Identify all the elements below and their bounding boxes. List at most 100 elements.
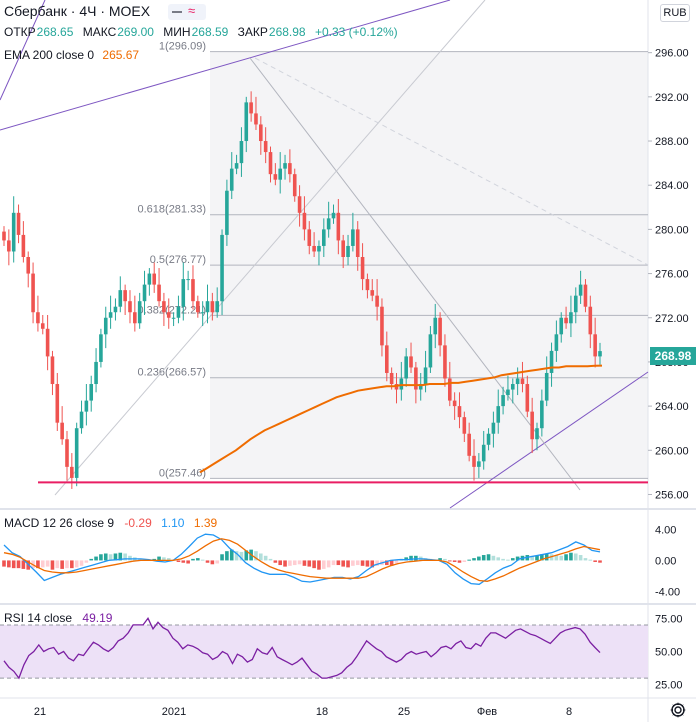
ema-200-line bbox=[199, 364, 603, 474]
candle-body bbox=[375, 295, 379, 307]
time-tick-label: 21 bbox=[34, 706, 46, 718]
macd-histogram-bar bbox=[70, 560, 74, 569]
macd-histogram-bar bbox=[45, 560, 50, 567]
low-label: МИН bbox=[163, 25, 191, 39]
visibility-toggle[interactable]: ≈ bbox=[168, 3, 207, 21]
macd-histogram-bar bbox=[292, 560, 297, 566]
macd-histogram-bar bbox=[113, 553, 118, 561]
macd-histogram-bar bbox=[540, 554, 544, 561]
candle-body bbox=[2, 231, 6, 241]
candle-body bbox=[16, 212, 21, 235]
macd-histogram-bar bbox=[365, 560, 370, 567]
candle-body bbox=[559, 317, 564, 335]
candle-body bbox=[457, 406, 462, 418]
macd-histogram-bar bbox=[447, 560, 452, 562]
candle-body bbox=[452, 400, 457, 407]
price-tick-label: 276.00 bbox=[655, 269, 689, 281]
macd-histogram-bar bbox=[60, 560, 64, 569]
macd-histogram-bar bbox=[84, 560, 89, 563]
candle-body bbox=[196, 301, 200, 313]
macd-histogram-bar bbox=[467, 559, 471, 561]
macd-histogram-bar bbox=[389, 560, 394, 566]
candle-body bbox=[443, 345, 447, 379]
macd-histogram-bar bbox=[510, 558, 515, 561]
candle-body bbox=[50, 356, 55, 385]
rsi-line bbox=[3, 617, 601, 680]
candle-body bbox=[312, 245, 316, 252]
price-tick-label: 280.00 bbox=[655, 224, 689, 236]
macd-histogram-bar bbox=[326, 560, 331, 568]
macd-legend[interactable]: MACD 12 26 close 9 -0.29 1.10 1.39 bbox=[4, 515, 217, 531]
currency-button[interactable]: RUB bbox=[660, 4, 690, 22]
candle-body bbox=[540, 400, 544, 429]
macd-histogram-bar bbox=[322, 560, 326, 569]
candle-body bbox=[288, 163, 292, 175]
macd-histogram-bar bbox=[36, 560, 40, 569]
candle-body bbox=[423, 367, 428, 385]
price-tick-label: 296.00 bbox=[655, 48, 689, 60]
gear-icon[interactable] bbox=[668, 700, 688, 720]
macd-histogram-bar bbox=[196, 558, 200, 561]
candle-body bbox=[477, 461, 481, 467]
candle-body bbox=[317, 245, 321, 252]
candle-body bbox=[89, 384, 94, 401]
macd-histogram-bar bbox=[7, 560, 11, 568]
candle-body bbox=[108, 312, 113, 318]
candle-body bbox=[569, 312, 573, 324]
candle-body bbox=[268, 152, 273, 175]
macd-histogram-bar bbox=[65, 560, 69, 569]
ema-legend[interactable]: EMA 200 close 0 265.67 bbox=[4, 47, 145, 63]
candle-body bbox=[501, 395, 505, 407]
candle-body bbox=[389, 372, 394, 385]
macd-histogram-bar bbox=[564, 554, 568, 561]
candle-body bbox=[278, 168, 282, 180]
macd-histogram-bar bbox=[94, 556, 98, 561]
diagonal-line bbox=[54, 0, 486, 496]
macd-histogram-bar bbox=[312, 560, 316, 569]
fib-level-label: 0(257.46) bbox=[159, 467, 206, 479]
macd-histogram-bar bbox=[11, 560, 16, 569]
macd-histogram-bar bbox=[152, 558, 157, 561]
ohlc-row: ОТКР268.65 МАКС269.00 МИН268.59 ЗАКР268.… bbox=[4, 24, 404, 40]
candle-body bbox=[578, 284, 583, 296]
candle-body bbox=[384, 345, 389, 373]
rsi-value: 49.19 bbox=[82, 611, 113, 625]
candle-body bbox=[123, 290, 127, 302]
price-tick-label: 260.00 bbox=[655, 445, 689, 457]
macd-histogram-bar bbox=[288, 560, 292, 566]
candle-body bbox=[510, 384, 515, 390]
macd-histogram-bar bbox=[593, 560, 597, 562]
candle-body bbox=[549, 350, 554, 373]
dashed-projection-line bbox=[254, 57, 649, 266]
candle-body bbox=[462, 417, 467, 434]
macd-histogram-bar bbox=[506, 559, 510, 561]
macd-histogram-bar bbox=[74, 560, 79, 568]
macd-histogram-bar bbox=[234, 551, 239, 561]
open-label: ОТКР bbox=[4, 25, 36, 39]
macd-histogram-bar bbox=[588, 559, 593, 561]
ema-label: EMA 200 close 0 bbox=[4, 48, 95, 62]
candle-body bbox=[234, 163, 239, 169]
candle-body bbox=[229, 168, 234, 191]
low-value: 268.59 bbox=[191, 25, 229, 39]
candle-body bbox=[486, 433, 491, 445]
macd-histogram-bar bbox=[477, 556, 481, 561]
macd-tick-label: 0.00 bbox=[655, 555, 676, 567]
candle-body bbox=[142, 284, 147, 302]
candle-body bbox=[331, 212, 336, 219]
high-value: 269.00 bbox=[117, 25, 154, 39]
macd-histogram-bar bbox=[481, 555, 486, 561]
candle-body bbox=[380, 306, 384, 346]
macd-histogram-bar bbox=[210, 560, 215, 565]
candle-body bbox=[65, 439, 69, 467]
candle-body bbox=[118, 290, 123, 307]
candle-body bbox=[70, 466, 74, 478]
macd-histogram-bar bbox=[452, 560, 457, 562]
candle-body bbox=[113, 306, 118, 313]
rsi-legend[interactable]: RSI 14 close 49.19 bbox=[4, 610, 112, 626]
close-value: 268.98 bbox=[268, 25, 306, 39]
fib-level-label: 0.618(281.33) bbox=[138, 204, 207, 216]
candle-body bbox=[36, 312, 40, 324]
candle-body bbox=[336, 212, 341, 241]
